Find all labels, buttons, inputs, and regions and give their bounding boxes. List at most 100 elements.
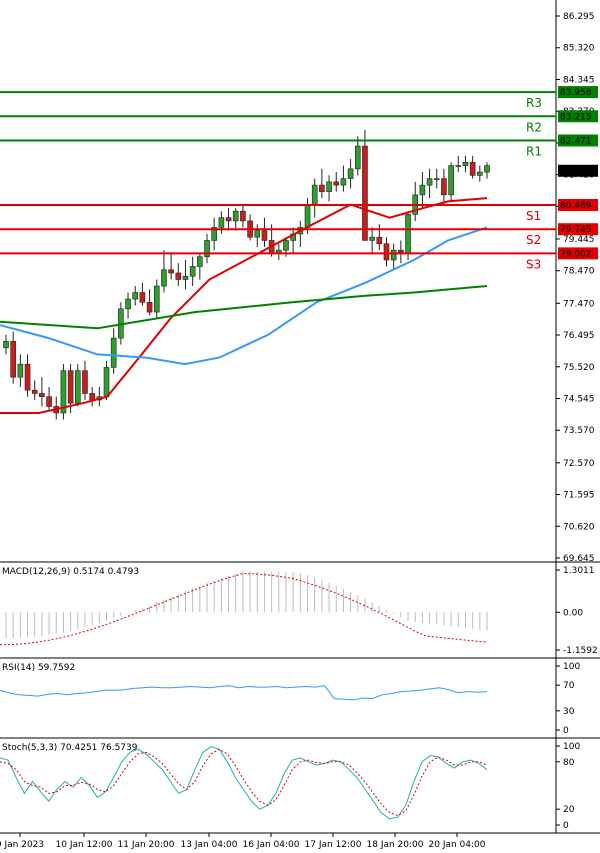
candle-body <box>146 301 153 313</box>
rsi-title: RSI(14) 59.7592 <box>2 663 75 673</box>
candle-body <box>175 272 182 280</box>
candle-body <box>31 389 38 394</box>
stoch-k-line <box>0 746 488 820</box>
candle-body <box>82 370 88 394</box>
candle-body <box>311 184 318 205</box>
candle-body <box>67 370 74 404</box>
candle-body <box>261 230 268 241</box>
level-price-tag <box>558 223 598 236</box>
price-tick-label: 72.570 <box>563 459 595 469</box>
rsi-tick-label: 30 <box>563 707 575 717</box>
candle-body <box>326 181 332 192</box>
price-tick-label: 74.545 <box>563 394 595 404</box>
candle-body <box>46 396 52 407</box>
time-tick-label: 17 Jan 12:00 <box>305 840 362 850</box>
candle-body <box>17 363 24 378</box>
level-price-tag <box>558 199 598 212</box>
candle-body <box>354 145 361 170</box>
candle-body <box>390 249 397 261</box>
moving-average-line <box>0 285 488 330</box>
candle-body <box>10 341 16 378</box>
price-tick-label: 77.470 <box>563 299 595 309</box>
price-tick-label: 76.495 <box>563 331 595 341</box>
candle-body <box>39 393 45 398</box>
stoch-tick-label: 0 <box>563 821 569 831</box>
time-tick-label: 9 Jan 2023 <box>0 840 44 850</box>
level-name-s2: S2 <box>526 233 541 247</box>
level-price-label: 79.745 <box>560 225 592 235</box>
candle-body <box>448 165 454 196</box>
stoch-tick-label: 20 <box>563 805 575 815</box>
candle-body <box>441 178 447 196</box>
stoch-tick-label: 80 <box>563 758 575 768</box>
current-price-tag <box>558 164 598 177</box>
candle-body <box>182 275 189 280</box>
candle-body <box>197 256 203 267</box>
candle-body <box>362 145 368 241</box>
stoch-d-line <box>0 748 488 817</box>
price-tick-label: 71.595 <box>563 491 595 501</box>
macd-tick-label: 1.3011 <box>563 566 595 576</box>
price-tick-label: 79.445 <box>563 235 595 245</box>
candle-body <box>168 269 174 274</box>
candle-body <box>455 165 462 167</box>
time-axis: 9 Jan 2023 10 Jan 12:00 11 Jan 20:00 13 Jan… <box>0 833 486 850</box>
stoch-title: Stoch(5,3,3) 70.4251 76.5739 <box>2 743 138 753</box>
time-tick-label: 16 Jan 04:00 <box>243 840 300 850</box>
macd-tick-label: 0.00 <box>563 608 583 618</box>
time-tick-label: 13 Jan 04:00 <box>181 840 238 850</box>
level-price-tag <box>558 247 598 260</box>
candle-body <box>225 217 232 222</box>
level-name-r3: R3 <box>526 96 542 110</box>
level-price-tag <box>558 134 598 147</box>
level-price-label: 83.215 <box>560 112 592 122</box>
candle-body <box>211 227 217 241</box>
candle-body <box>347 168 354 179</box>
price-tick-label: 73.570 <box>563 426 595 436</box>
candle-body <box>433 178 440 180</box>
level-price-label: 79.002 <box>560 249 592 259</box>
candle-body <box>333 181 340 186</box>
candle-body <box>383 243 390 261</box>
candle-body <box>419 184 426 196</box>
level-name-s1: S1 <box>526 209 541 223</box>
price-tick-label: 84.345 <box>563 75 595 85</box>
price-tick-label: 69.645 <box>563 554 595 564</box>
candle-body <box>132 292 139 300</box>
rsi-panel: RSI(14) 59.7592 100 70 30 0 <box>0 662 600 739</box>
price-panel: 86.29585.32084.34583.37082.39581.42080.4… <box>0 0 600 833</box>
candle-body <box>484 165 490 173</box>
candle-body <box>189 266 196 277</box>
candle-body <box>405 214 411 254</box>
candle-body <box>240 210 246 222</box>
price-tick-label: 86.295 <box>563 12 595 22</box>
candle-body <box>477 171 483 176</box>
time-tick-label: 20 Jan 04:00 <box>429 840 486 850</box>
candle-body <box>110 337 117 368</box>
macd-signal-line <box>0 572 488 646</box>
rsi-tick-label: 70 <box>563 681 575 691</box>
macd-title: MACD(12,26,9) 0.5174 0.4793 <box>2 567 139 577</box>
macd-tick-label: -1.1592 <box>563 646 598 656</box>
stoch-tick-label: 100 <box>563 742 580 752</box>
candle-body <box>74 370 81 404</box>
candle-body <box>369 236 375 241</box>
rsi-tick-label: 0 <box>563 726 569 736</box>
price-tick-label: 75.520 <box>563 363 595 373</box>
price-tick-label: 70.620 <box>563 522 595 532</box>
candle-body <box>462 162 469 166</box>
price-tick-label: 78.470 <box>563 267 595 277</box>
level-name-r1: R1 <box>526 144 542 158</box>
candle-body <box>232 210 239 222</box>
level-price-tag <box>558 86 598 99</box>
current-price-label: 81.540 <box>560 167 592 177</box>
level-price-tag <box>558 110 598 123</box>
level-price-label: 80.489 <box>560 201 592 211</box>
candle-body <box>254 230 261 238</box>
candle-body <box>340 178 347 186</box>
candle-body <box>125 298 131 310</box>
level-price-label: 83.958 <box>560 88 592 98</box>
candle-body <box>161 269 167 287</box>
candle-body <box>153 285 160 313</box>
candle-body <box>426 178 433 186</box>
